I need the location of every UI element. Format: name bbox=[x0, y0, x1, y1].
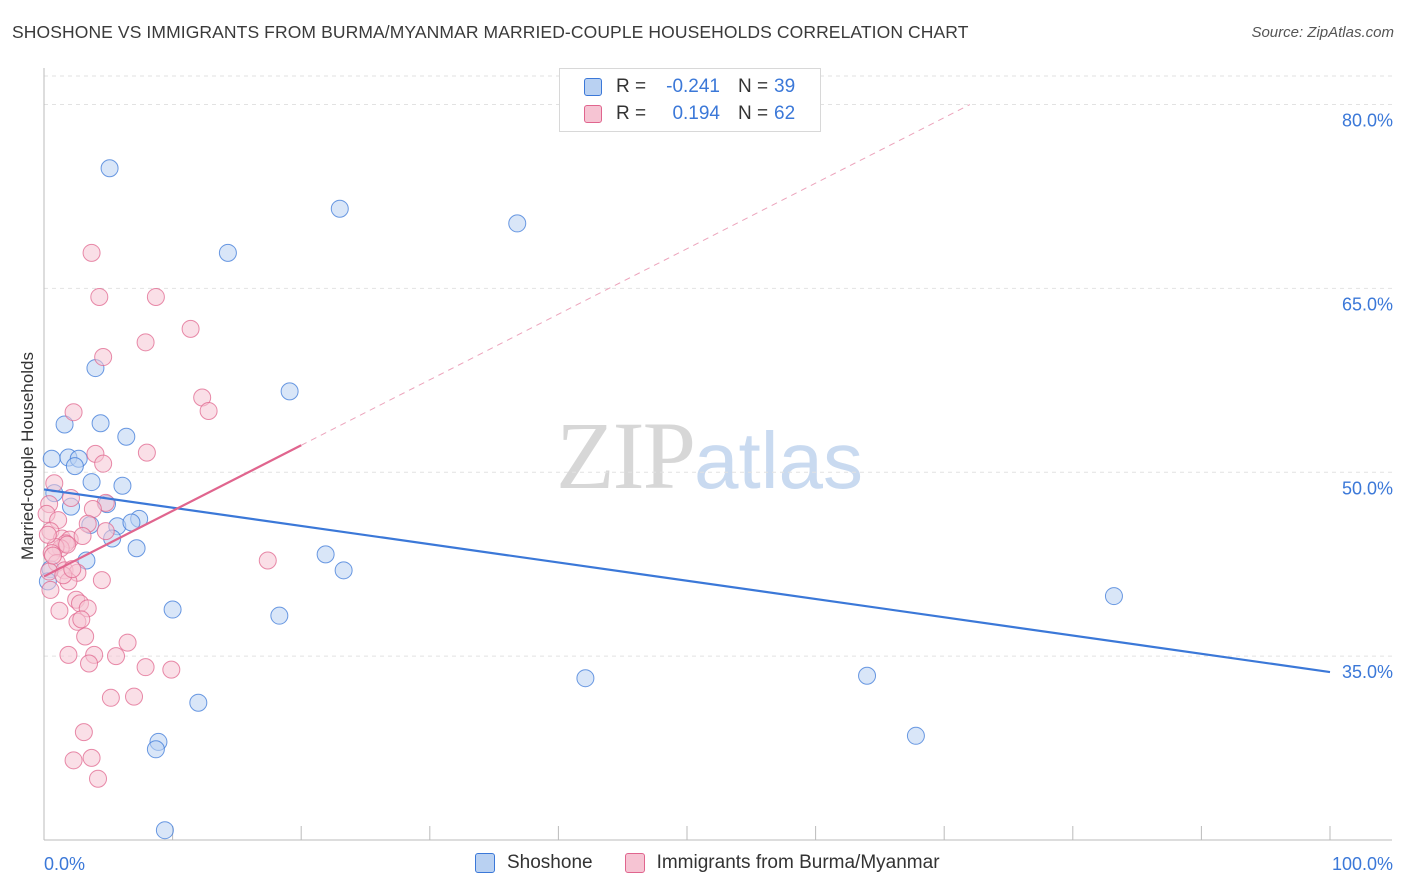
y-tick-label: 35.0% bbox=[1342, 662, 1393, 682]
shoshone-point bbox=[334, 561, 353, 580]
chart-title: SHOSHONE VS IMMIGRANTS FROM BURMA/MYANMA… bbox=[12, 22, 969, 42]
y-tick-label: 65.0% bbox=[1342, 294, 1393, 314]
shoshone-point bbox=[858, 666, 877, 685]
series-legend-swatch-shoshone bbox=[475, 853, 495, 873]
series-legend-label: Shoshone bbox=[507, 852, 593, 873]
burma-point bbox=[101, 688, 120, 707]
burma-point bbox=[89, 769, 108, 788]
burma-point bbox=[92, 571, 111, 590]
watermark: ZIPatlas bbox=[556, 400, 863, 511]
burma-point bbox=[59, 645, 78, 664]
legend-row-burma: R = 0.194 N = 62 bbox=[584, 102, 795, 126]
shoshone-point bbox=[280, 382, 299, 401]
burma-point bbox=[64, 403, 83, 422]
burma-point bbox=[74, 723, 93, 742]
burma-point bbox=[73, 527, 92, 545]
shoshone-point bbox=[218, 243, 237, 262]
shoshone-point bbox=[146, 740, 165, 759]
shoshone-point bbox=[100, 159, 119, 178]
burma-point bbox=[94, 454, 113, 473]
burma-point bbox=[38, 525, 57, 544]
burma-point bbox=[64, 751, 83, 770]
shoshone-point bbox=[163, 600, 182, 619]
burma-point bbox=[82, 748, 101, 767]
burma-point bbox=[162, 660, 181, 679]
y-tick-label: 80.0% bbox=[1342, 111, 1393, 131]
n-label: N = bbox=[738, 103, 769, 124]
burma-point bbox=[107, 647, 126, 666]
burma-point bbox=[258, 551, 277, 570]
shoshone-point bbox=[65, 457, 84, 476]
shoshone-point bbox=[316, 545, 335, 564]
burma-point bbox=[58, 535, 77, 554]
n-value: 62 bbox=[774, 103, 796, 124]
burma-point bbox=[90, 287, 109, 306]
shoshone-point bbox=[576, 669, 595, 688]
legend-swatch-shoshone bbox=[584, 78, 602, 96]
series-legend-swatch-burma bbox=[624, 853, 645, 873]
burma-point bbox=[50, 601, 69, 620]
series-legend-label: Immigrants from Burma/Myanmar bbox=[656, 852, 940, 873]
watermark-zip: ZIP bbox=[556, 402, 696, 509]
burma-point bbox=[146, 287, 165, 306]
series-legend-item-burma: Immigrants from Burma/Myanmar bbox=[624, 852, 940, 874]
burma-trend-line bbox=[43, 444, 302, 578]
correlation-legend: R = -0.241 N = 39 R = 0.194 N = 62 bbox=[559, 68, 821, 132]
burma-point bbox=[41, 580, 60, 599]
series-legend-item-shoshone: Shoshone bbox=[475, 852, 593, 874]
burma-point bbox=[181, 319, 200, 338]
r-label: R = bbox=[616, 103, 647, 124]
burma-trend-line-extension bbox=[300, 104, 971, 446]
burma-point bbox=[199, 401, 218, 420]
x-tick-label: 100.0% bbox=[1332, 854, 1393, 874]
n-label: N = bbox=[738, 76, 769, 97]
shoshone-point bbox=[42, 449, 61, 468]
shoshone-point bbox=[330, 199, 349, 218]
burma-point bbox=[94, 348, 113, 367]
shoshone-point bbox=[508, 214, 527, 233]
burma-point bbox=[136, 658, 155, 677]
shoshone-point bbox=[155, 821, 174, 840]
burma-point bbox=[44, 546, 63, 565]
series-legend: Shoshone Immigrants from Burma/Myanmar bbox=[475, 852, 972, 874]
shoshone-point bbox=[117, 427, 136, 446]
shoshone-point bbox=[91, 414, 110, 433]
shoshone-point bbox=[189, 693, 208, 712]
shoshone-point bbox=[1104, 587, 1123, 606]
burma-point bbox=[76, 627, 95, 646]
shoshone-point bbox=[127, 539, 146, 558]
burma-point bbox=[96, 522, 115, 541]
legend-swatch-burma bbox=[584, 105, 602, 123]
shoshone-trend-line bbox=[43, 488, 1331, 674]
burma-point bbox=[125, 687, 144, 706]
shoshone-point bbox=[906, 726, 925, 745]
n-value: 39 bbox=[774, 76, 796, 97]
x-tick-label: 0.0% bbox=[44, 854, 85, 874]
legend-row-shoshone: R = -0.241 N = 39 bbox=[584, 75, 795, 99]
shoshone-point bbox=[82, 473, 101, 492]
shoshone-point bbox=[270, 606, 289, 625]
r-value: 0.194 bbox=[672, 103, 720, 124]
burma-point bbox=[80, 654, 99, 673]
burma-point bbox=[136, 333, 155, 352]
shoshone-point bbox=[55, 415, 74, 434]
r-value: -0.241 bbox=[666, 76, 720, 97]
shoshone-point bbox=[113, 476, 132, 495]
y-tick-label: 50.0% bbox=[1342, 478, 1393, 498]
burma-point bbox=[137, 443, 156, 462]
burma-point bbox=[82, 243, 101, 262]
burma-point bbox=[72, 610, 91, 629]
r-label: R = bbox=[616, 76, 647, 97]
watermark-atlas: atlas bbox=[694, 416, 863, 505]
burma-point bbox=[118, 633, 137, 652]
source-credit: Source: ZipAtlas.com bbox=[1251, 24, 1394, 41]
